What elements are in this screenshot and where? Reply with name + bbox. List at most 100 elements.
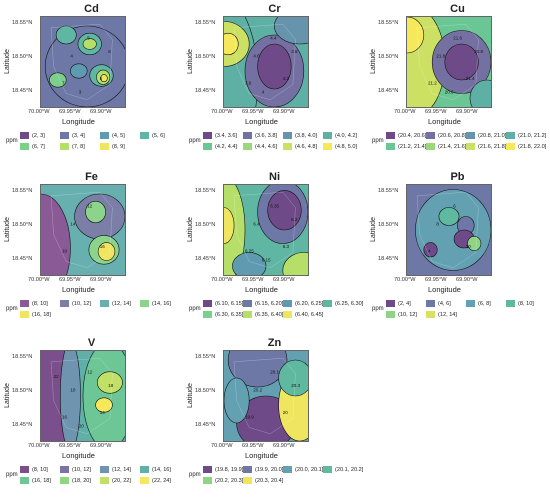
x-axis-label: Longitude [62, 285, 95, 294]
contour-region [282, 252, 308, 275]
legend-item: (3.4, 3.6] [203, 132, 237, 139]
y-tick-label: 18.55°N [12, 354, 33, 360]
contour-region [97, 242, 116, 261]
x-tick-label: 69.90°W [273, 443, 295, 449]
contour-label: 21.2 [428, 81, 437, 86]
x-tick-label: 69.95°W [425, 109, 447, 115]
contour-label: 10 [70, 388, 76, 393]
y-tick-label: 18.50°N [378, 222, 399, 228]
contour-region [100, 74, 108, 83]
legend-swatch [20, 300, 29, 307]
legend-swatch [20, 143, 29, 150]
legend-label: (12, 14] [112, 466, 131, 473]
y-tick-label: 18.45°N [195, 422, 216, 428]
contour-svg: 4.6 4.4 4.2 3.6 3.8 4 [224, 17, 308, 107]
y-axis-label: Latitude [3, 383, 11, 408]
legend: ppm (2, 4] (4, 6] (6, 8] (8, 10] (10, 12] (12,… [372, 300, 547, 334]
y-tick-label: 18.55°N [12, 188, 33, 194]
contour-label: 20.8 [474, 49, 483, 54]
contour-label: 20 [283, 410, 289, 415]
legend-item: (21.2, 21.4] [386, 143, 426, 150]
y-tick-label: 18.45°N [12, 256, 33, 262]
area-outline [416, 191, 479, 269]
x-axis-label: Longitude [62, 451, 95, 460]
contour-label: 20 [79, 424, 85, 429]
legend-swatch [140, 132, 149, 139]
contour-map: 20.2 20.1 20 19.9 20.3 [223, 350, 309, 442]
y-tick-label: 18.50°N [195, 388, 216, 394]
legend-item: (6.40, 6.45] [283, 311, 323, 318]
legend: ppm (8, 10] (10, 12] (12, 14] (14, 16] (16, 1… [6, 300, 181, 334]
x-axis-label: Longitude [245, 117, 278, 126]
legend-swatch [506, 143, 515, 150]
x-tick-label: 70.00°W [28, 277, 50, 283]
legend-item: (20.8, 21.0] [466, 132, 506, 139]
legend-item: (10, 12] [60, 466, 91, 473]
legend-item: (20.6, 20.8] [426, 132, 466, 139]
x-tick-label: 69.90°W [90, 443, 112, 449]
legend-item: (20.1, 20.2] [323, 466, 363, 473]
contour-region [467, 235, 482, 251]
legend-label: (16, 18] [32, 311, 51, 318]
x-tick-label: 69.90°W [90, 277, 112, 283]
legend-item: (4, 6] [426, 300, 451, 307]
legend-item: (8, 10] [20, 300, 48, 307]
contour-label: 20.2 [253, 388, 262, 393]
map-panel-fe: Fe 14 12 16 10 18.55°N 18.50°N 18.45°N Latitude 7… [0, 168, 183, 336]
legend-item: (6, 7] [20, 143, 45, 150]
contour-map: 6.4 6.35 6.3 6.25 6.2 6.15 [223, 184, 309, 276]
legend: ppm (2, 3] (3, 4] (4, 5] (5, 6] (6, 7] (7, 8] (… [6, 132, 181, 166]
panel-title: Cu [450, 3, 465, 15]
legend-swatch [203, 477, 212, 484]
y-tick-label: 18.55°N [378, 20, 399, 26]
contour-label: 10 [466, 244, 472, 249]
legend-swatch [100, 132, 109, 139]
y-tick-label: 18.45°N [195, 88, 216, 94]
contour-region [423, 242, 438, 258]
legend-title: ppm [6, 138, 18, 144]
contour-label: 6.3 [283, 244, 290, 249]
legend-swatch [203, 300, 212, 307]
legend-swatch [386, 311, 395, 318]
contour-label: 6 [100, 76, 103, 81]
y-axis-label: Latitude [3, 49, 11, 74]
legend-label: (4.8, 5.0] [335, 143, 358, 150]
legend-item: (19.9, 20.0] [243, 466, 283, 473]
legend: ppm (8, 10] (10, 12] (12, 14] (14, 16] (16, 1… [6, 466, 181, 500]
contour-svg: 6.4 6.35 6.3 6.25 6.2 6.15 [224, 185, 308, 275]
legend-label: (10, 12] [72, 300, 91, 307]
legend-swatch [20, 311, 29, 318]
legend-swatch [323, 300, 332, 307]
legend-swatch [20, 477, 29, 484]
legend-swatch [386, 132, 395, 139]
legend-item: (18, 20] [60, 477, 91, 484]
legend-swatch [506, 132, 515, 139]
contour-region [224, 185, 246, 275]
map-panel-cu: Cu 21.8 21.6 21.4 21.2 20.8 20.6 18.55°N 18.50°N… [366, 0, 549, 168]
legend-item: (4, 5] [100, 132, 125, 139]
contour-map: 14 12 16 10 [40, 184, 126, 276]
legend-swatch [323, 132, 332, 139]
area-outline [233, 191, 296, 269]
legend-label: (6, 7] [32, 143, 45, 150]
y-tick-label: 18.45°N [378, 88, 399, 94]
legend-label: (6.15, 6.20] [255, 300, 284, 307]
legend-item: (3, 4] [60, 132, 85, 139]
legend-swatch [60, 143, 69, 150]
contour-region [438, 207, 460, 226]
y-axis-label: Latitude [186, 383, 194, 408]
legend-label: (18, 20] [72, 477, 91, 484]
legend-title: ppm [6, 472, 18, 478]
y-tick-label: 18.50°N [195, 54, 216, 60]
legend-item: (10, 12] [386, 311, 417, 318]
legend-item: (2, 3] [20, 132, 45, 139]
x-tick-label: 69.90°W [273, 277, 295, 283]
contour-label: 3.6 [245, 81, 252, 86]
legend-item: (6.10, 6.15] [203, 300, 243, 307]
legend-swatch [323, 466, 332, 473]
contour-region [224, 207, 235, 244]
legend-label: (20.6, 20.8] [438, 132, 467, 139]
legend-label: (10, 12] [72, 466, 91, 473]
legend-label: (3, 4] [72, 132, 85, 139]
legend-label: (21.4, 21.6] [438, 143, 467, 150]
